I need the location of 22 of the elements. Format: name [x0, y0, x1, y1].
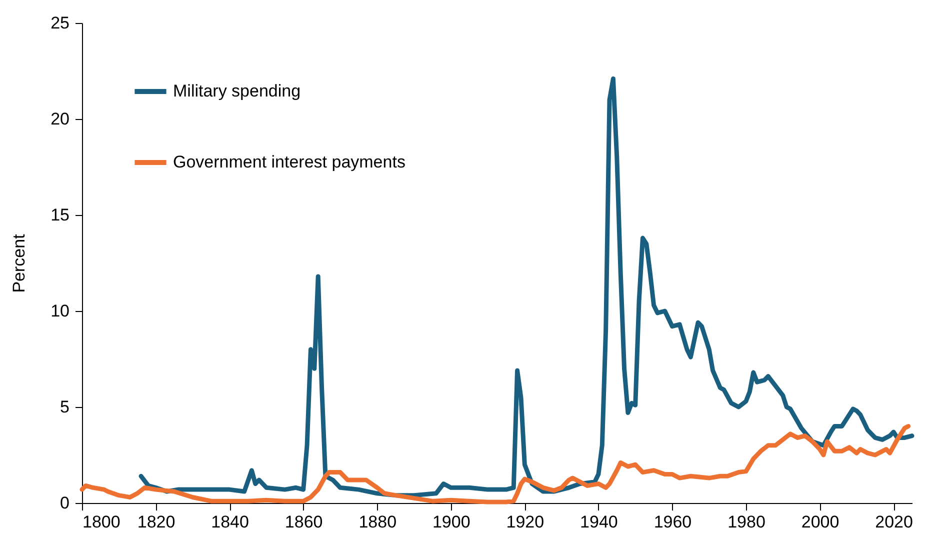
y-axis-title: Percent	[10, 234, 29, 293]
x-tick-label: 2000	[801, 512, 840, 532]
x-tick-label: 1860	[284, 512, 323, 532]
x-tick-label: 1980	[728, 512, 766, 532]
x-tick-label: 1880	[358, 512, 397, 532]
y-tick-label: 25	[50, 14, 70, 32]
y-tick-label: 15	[50, 206, 70, 224]
x-tick-label: 1920	[506, 512, 544, 532]
x-tick-label: 1900	[432, 512, 470, 532]
y-tick-label: 0	[60, 494, 70, 512]
x-tick-label: 1820	[137, 512, 176, 532]
y-tick-label: 10	[50, 302, 70, 320]
x-tick-label: 1940	[580, 512, 618, 532]
legend-label: Government interest payments	[173, 152, 406, 172]
y-tick-label: 20	[50, 110, 70, 128]
x-tick-label: 1840	[211, 512, 249, 532]
x-tick-label: 2020	[875, 512, 913, 532]
x-tick-label: 1960	[654, 512, 692, 532]
y-tick-label: 5	[60, 398, 70, 416]
line-series	[138, 76, 914, 498]
x-tick-label: 1800	[82, 512, 120, 532]
legend-label: Military spending	[173, 82, 301, 100]
